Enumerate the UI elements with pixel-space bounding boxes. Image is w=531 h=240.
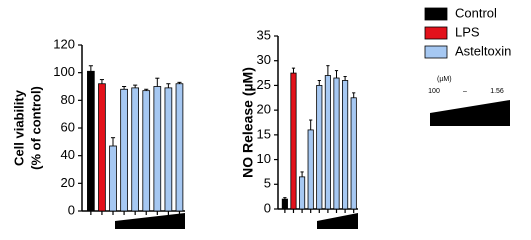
bar xyxy=(175,83,184,212)
bar xyxy=(324,75,331,210)
y-tick-label: 5 xyxy=(264,176,271,191)
legend-swatch xyxy=(424,45,448,59)
legend-label: Asteltoxin xyxy=(455,43,511,58)
bar xyxy=(307,129,314,210)
bar xyxy=(131,87,139,212)
bar xyxy=(164,87,173,212)
bar xyxy=(153,86,162,212)
legend-label: LPS xyxy=(455,24,480,39)
dose-low: 1.56 xyxy=(490,88,504,95)
y-tick-label: 10 xyxy=(257,151,271,166)
y-tick-label: 15 xyxy=(257,126,271,141)
y-tick-label: 100 xyxy=(53,64,75,79)
y-tick-label: 40 xyxy=(61,147,75,162)
bar xyxy=(109,145,117,212)
legend-label: Control xyxy=(455,5,497,20)
dose-wedge xyxy=(115,213,185,229)
y-tick-label: 35 xyxy=(257,27,271,42)
dose-high: 100 xyxy=(428,88,440,95)
bar xyxy=(142,90,151,212)
bar xyxy=(316,85,323,210)
dose-unit: (µM) xyxy=(437,76,452,83)
dose-wedge xyxy=(317,213,358,229)
bar xyxy=(120,88,128,212)
y-tick-label: 20 xyxy=(61,175,75,190)
bar xyxy=(350,97,357,210)
bar xyxy=(290,72,297,210)
y-axis-label: NO Release (µM) xyxy=(240,67,256,178)
y-axis-label: (% of control) xyxy=(28,86,43,170)
bar xyxy=(342,80,349,210)
bar xyxy=(281,198,288,210)
bar xyxy=(87,70,95,212)
y-tick-label: 30 xyxy=(257,52,271,67)
y-tick-label: 25 xyxy=(257,77,271,92)
dose-sep: – xyxy=(463,88,467,95)
y-tick-label: 120 xyxy=(53,36,75,51)
y-tick-label: 80 xyxy=(61,92,75,107)
bar xyxy=(333,77,340,210)
y-tick-label: 20 xyxy=(257,102,271,117)
legend-swatch xyxy=(424,26,448,40)
y-tick-label: 60 xyxy=(61,119,75,134)
y-axis-label: Cell viability xyxy=(11,89,26,166)
y-tick-label: 0 xyxy=(264,200,271,215)
legend-swatch xyxy=(424,7,448,21)
bar xyxy=(98,83,106,212)
bar xyxy=(299,176,306,210)
y-tick-label: 0 xyxy=(68,202,75,217)
dose-wedge xyxy=(430,100,510,126)
